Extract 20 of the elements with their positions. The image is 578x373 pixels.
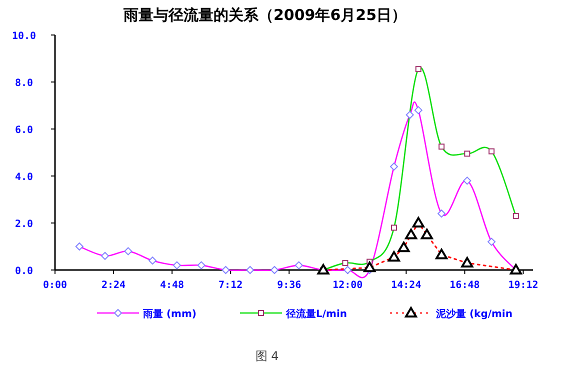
y-tick-label: 2.0 [14, 219, 34, 230]
legend-label: 泥沙量 (kg/min [435, 308, 512, 320]
x-tick-label: 14:24 [391, 280, 422, 291]
x-tick-label: 16:48 [450, 280, 480, 291]
y-tick-label: 6.0 [14, 125, 34, 136]
x-tick-label: 2:24 [101, 280, 126, 291]
x-tick-label: 7:12 [218, 280, 243, 291]
chart-title: 雨量与径流量的关系（2009年6月25日） [122, 6, 407, 24]
y-tick-label: 0.0 [14, 266, 34, 277]
y-tick-label: 4.0 [14, 172, 34, 183]
legend-label: 径流量L/min [285, 308, 347, 320]
y-tick-label: 8.0 [14, 78, 34, 89]
x-tick-label: 4:48 [160, 280, 184, 291]
x-tick-label: 9:36 [277, 280, 302, 291]
x-tick-label: 0:00 [42, 280, 68, 291]
legend-label: 雨量 (mm) [142, 308, 196, 320]
x-tick-label: 19:12 [508, 280, 538, 291]
y-tick-label: 10.0 [12, 31, 36, 42]
caption: 图 4 [255, 349, 279, 363]
x-tick-label: 12:00 [332, 280, 363, 291]
